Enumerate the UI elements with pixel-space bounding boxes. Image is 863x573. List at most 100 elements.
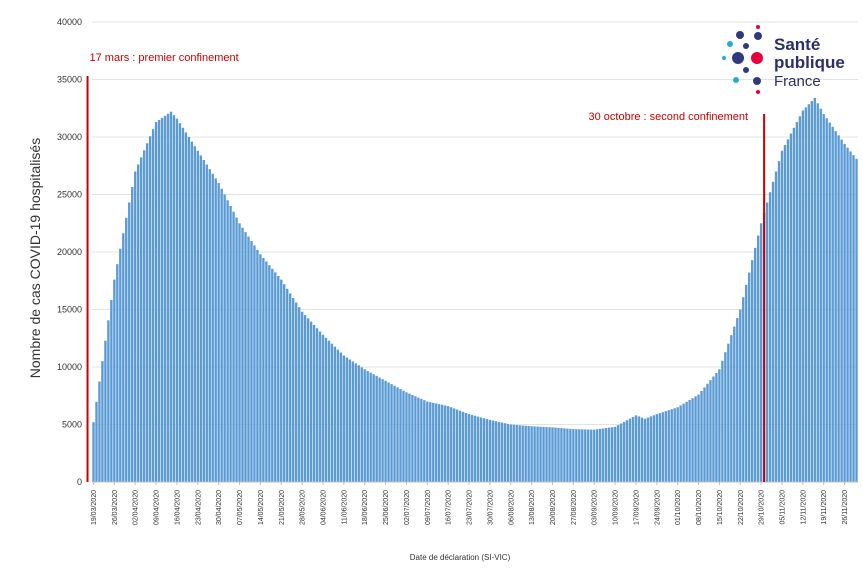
bar bbox=[548, 427, 551, 482]
bar bbox=[813, 97, 816, 483]
x-tick-label: 25/06/2020 bbox=[383, 490, 390, 525]
bar bbox=[846, 147, 849, 482]
bar bbox=[348, 359, 351, 482]
bar bbox=[321, 334, 325, 482]
bar bbox=[232, 211, 235, 482]
bar bbox=[363, 369, 366, 482]
bar bbox=[652, 415, 656, 482]
bar bbox=[694, 396, 697, 482]
bar bbox=[670, 409, 673, 482]
bar bbox=[423, 400, 426, 482]
bar bbox=[649, 416, 653, 482]
bar bbox=[631, 416, 635, 482]
x-tick-label: 01/10/2020 bbox=[675, 490, 682, 525]
annotation-second-lockdown: 30 octobre : second confinement bbox=[589, 111, 749, 123]
bar bbox=[300, 311, 304, 482]
bar bbox=[819, 108, 822, 482]
bar bbox=[843, 143, 846, 482]
bar bbox=[831, 126, 834, 482]
bar bbox=[411, 394, 414, 482]
bar bbox=[154, 122, 158, 483]
logo-line-3: France bbox=[774, 73, 821, 90]
bar bbox=[527, 425, 530, 482]
bar bbox=[786, 139, 790, 483]
bar bbox=[461, 411, 465, 482]
bar bbox=[607, 427, 611, 482]
bar bbox=[181, 127, 185, 483]
bar bbox=[217, 183, 220, 482]
bar bbox=[378, 377, 381, 482]
bar bbox=[283, 284, 286, 482]
bar bbox=[202, 160, 205, 482]
x-tick-label: 29/10/2020 bbox=[759, 490, 766, 525]
annotation-first-lockdown: 17 mars : premier confinement bbox=[90, 52, 239, 64]
bar bbox=[160, 117, 164, 482]
bar bbox=[241, 227, 244, 482]
bar bbox=[438, 404, 441, 482]
bar bbox=[467, 414, 471, 482]
bar bbox=[521, 425, 524, 482]
bar bbox=[837, 135, 840, 483]
bar bbox=[622, 421, 626, 482]
bar bbox=[309, 321, 313, 482]
x-tick-label: 13/08/2020 bbox=[529, 490, 536, 525]
bar bbox=[798, 116, 802, 483]
bar bbox=[518, 425, 521, 482]
bar bbox=[166, 113, 170, 483]
bar bbox=[360, 367, 363, 482]
bar bbox=[688, 400, 691, 482]
bar bbox=[253, 245, 256, 482]
bar bbox=[536, 426, 539, 482]
x-tick-labels: 19/03/2020 26/03/2020 02/04/2020 09/04/2020… bbox=[91, 482, 849, 525]
bar bbox=[539, 426, 542, 482]
bar bbox=[560, 428, 563, 482]
bar bbox=[426, 401, 429, 482]
bar bbox=[134, 171, 137, 482]
bar bbox=[765, 202, 769, 483]
bar bbox=[470, 414, 474, 482]
bar bbox=[318, 331, 322, 482]
bar bbox=[789, 133, 793, 483]
bar bbox=[142, 150, 146, 482]
x-tick-label: 19/03/2020 bbox=[91, 490, 98, 525]
bar bbox=[682, 403, 685, 482]
bar bbox=[753, 247, 757, 482]
bar bbox=[545, 427, 548, 482]
y-tick-label: 0 bbox=[77, 477, 82, 487]
x-tick-label: 02/07/2020 bbox=[404, 490, 411, 525]
bar bbox=[703, 387, 706, 482]
bar bbox=[715, 372, 718, 482]
bar bbox=[494, 421, 498, 482]
bar bbox=[190, 141, 194, 482]
bar bbox=[354, 363, 357, 482]
bar bbox=[345, 357, 349, 482]
bar bbox=[587, 429, 590, 482]
bar bbox=[446, 406, 450, 482]
bar bbox=[739, 309, 742, 482]
bar bbox=[697, 394, 700, 482]
bar bbox=[369, 372, 372, 482]
bar bbox=[581, 429, 584, 482]
x-tick-label: 02/04/2020 bbox=[133, 490, 140, 525]
x-tick-label: 12/11/2020 bbox=[800, 490, 807, 525]
bar bbox=[646, 417, 650, 482]
bar bbox=[458, 410, 462, 482]
bar bbox=[783, 145, 787, 483]
bar bbox=[575, 429, 578, 482]
bar bbox=[792, 127, 796, 483]
x-tick-label: 30/04/2020 bbox=[216, 490, 223, 525]
bar bbox=[417, 397, 420, 482]
bar bbox=[724, 352, 727, 482]
bar bbox=[172, 115, 176, 483]
bar bbox=[384, 380, 387, 482]
x-tick-label: 24/09/2020 bbox=[654, 490, 661, 525]
bar bbox=[759, 223, 763, 482]
x-tick-label: 23/04/2020 bbox=[195, 490, 202, 525]
y-tick-label: 5000 bbox=[62, 420, 82, 430]
x-tick-label: 10/09/2020 bbox=[613, 490, 620, 525]
bar bbox=[116, 264, 119, 482]
bar bbox=[187, 137, 191, 482]
bar bbox=[756, 235, 760, 482]
bar bbox=[551, 427, 554, 483]
